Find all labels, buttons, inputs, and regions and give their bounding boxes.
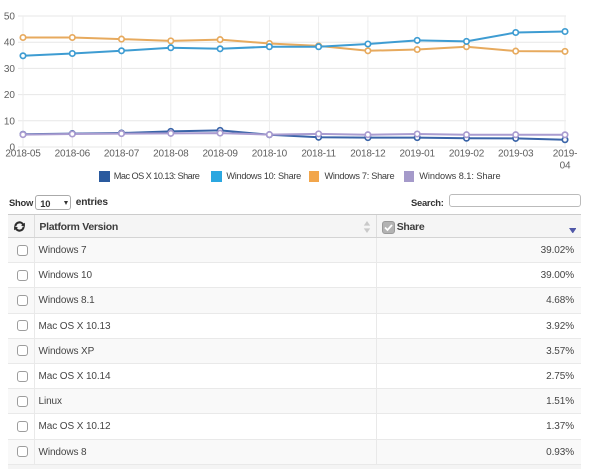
svg-text:50: 50 xyxy=(4,12,16,23)
svg-text:40: 40 xyxy=(4,38,16,49)
svg-text:2018-09: 2018-09 xyxy=(202,149,238,160)
svg-text:2018-06: 2018-06 xyxy=(55,149,91,160)
svg-text:20: 20 xyxy=(4,90,16,101)
svg-text:04: 04 xyxy=(560,161,571,172)
svg-text:2019-02: 2019-02 xyxy=(449,149,485,160)
svg-text:2019-01: 2019-01 xyxy=(400,149,436,160)
svg-text:2018-12: 2018-12 xyxy=(350,149,386,160)
svg-text:30: 30 xyxy=(4,64,16,75)
svg-text:10: 10 xyxy=(4,116,16,127)
svg-text:2019-: 2019- xyxy=(553,149,578,160)
svg-text:0: 0 xyxy=(9,143,15,154)
svg-text:2018-07: 2018-07 xyxy=(104,149,140,160)
svg-text:2019-03: 2019-03 xyxy=(498,149,534,160)
svg-text:2018-08: 2018-08 xyxy=(153,149,189,160)
svg-text:2018-05: 2018-05 xyxy=(5,149,41,160)
svg-text:2018-11: 2018-11 xyxy=(301,149,336,160)
svg-text:2018-10: 2018-10 xyxy=(252,149,288,160)
